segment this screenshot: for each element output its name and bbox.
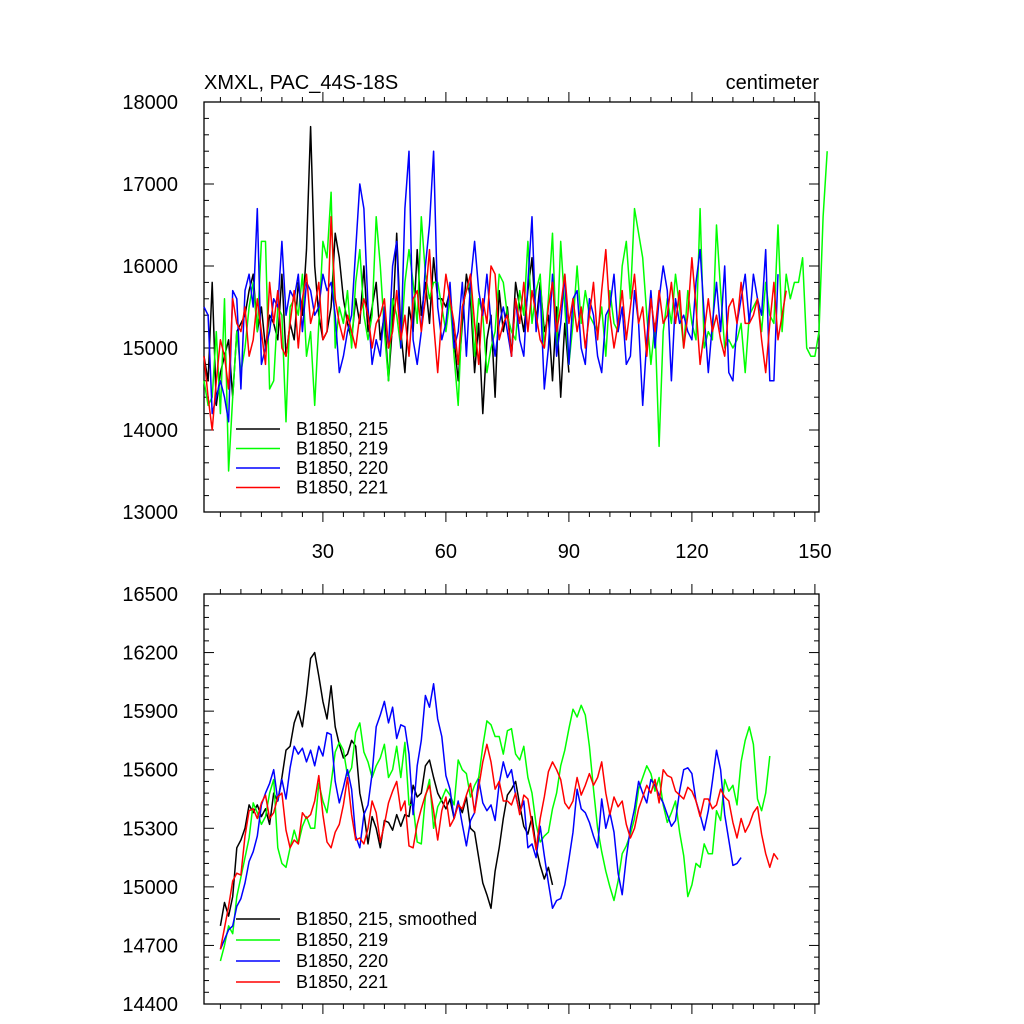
series-line-b1850-215-smoothed xyxy=(219,651,554,927)
series-line-b1850-221 xyxy=(219,743,779,950)
bottom-panel-frame xyxy=(203,593,820,1005)
series-line-b1850-219 xyxy=(203,151,828,472)
top-panel-ticks: 13000 14000 15000 16000 17000 18000 30 60 90 120 1… xyxy=(122,92,832,563)
bottom-panel: 14400 14700 15000 15300 15600 15900 16200 16500… xyxy=(122,584,820,1016)
legend-label: B1850, 220 xyxy=(296,458,388,478)
legend-label: B1850, 221 xyxy=(296,972,388,992)
series-line-b1850-219 xyxy=(219,704,771,962)
top-panel: XMXL, PAC_44S-18S centimeter 13000140001… xyxy=(122,72,831,563)
y-tick-label: 16500 xyxy=(122,584,178,606)
y-tick-label: 15900 xyxy=(122,701,178,723)
legend-label: B1850, 220 xyxy=(296,951,388,971)
legend-label: B1850, 219 xyxy=(296,439,388,459)
y-tick-label: 14400 xyxy=(122,994,178,1016)
y-tick-label: 15300 xyxy=(122,818,178,840)
y-tick-label: 15000 xyxy=(122,338,178,360)
legend-label: B1850, 215, smoothed xyxy=(296,909,477,929)
y-tick-label: 18000 xyxy=(122,92,178,114)
top-panel-series xyxy=(203,125,828,472)
y-tick-label: 13000 xyxy=(122,502,178,524)
series-line-b1850-220 xyxy=(203,150,779,423)
top-panel-title: XMXL, PAC_44S-18S xyxy=(204,72,398,94)
y-tick-label: 16200 xyxy=(122,643,178,665)
legend-label: B1850, 215 xyxy=(296,419,388,439)
y-tick-label: 15000 xyxy=(122,877,178,899)
top-panel-units: centimeter xyxy=(726,72,820,94)
y-tick-label: 14000 xyxy=(122,420,178,442)
x-tick-label: 120 xyxy=(675,541,708,563)
y-tick-label: 17000 xyxy=(122,174,178,196)
bottom-panel-ticks: 14400 14700 15000 15300 15600 15900 16200 16500 xyxy=(122,584,819,1016)
x-tick-label: 90 xyxy=(558,541,580,563)
legend-label: B1850, 219 xyxy=(296,930,388,950)
bottom-panel-series xyxy=(219,651,779,962)
x-tick-label: 150 xyxy=(798,541,831,563)
y-tick-label: 16000 xyxy=(122,256,178,278)
series-line-b1850-221 xyxy=(203,216,787,431)
y-tick-label: 14700 xyxy=(122,935,178,957)
x-tick-label: 30 xyxy=(312,541,334,563)
legend-label: B1850, 221 xyxy=(296,478,388,498)
y-tick-label: 15600 xyxy=(122,760,178,782)
x-tick-label: 60 xyxy=(435,541,457,563)
